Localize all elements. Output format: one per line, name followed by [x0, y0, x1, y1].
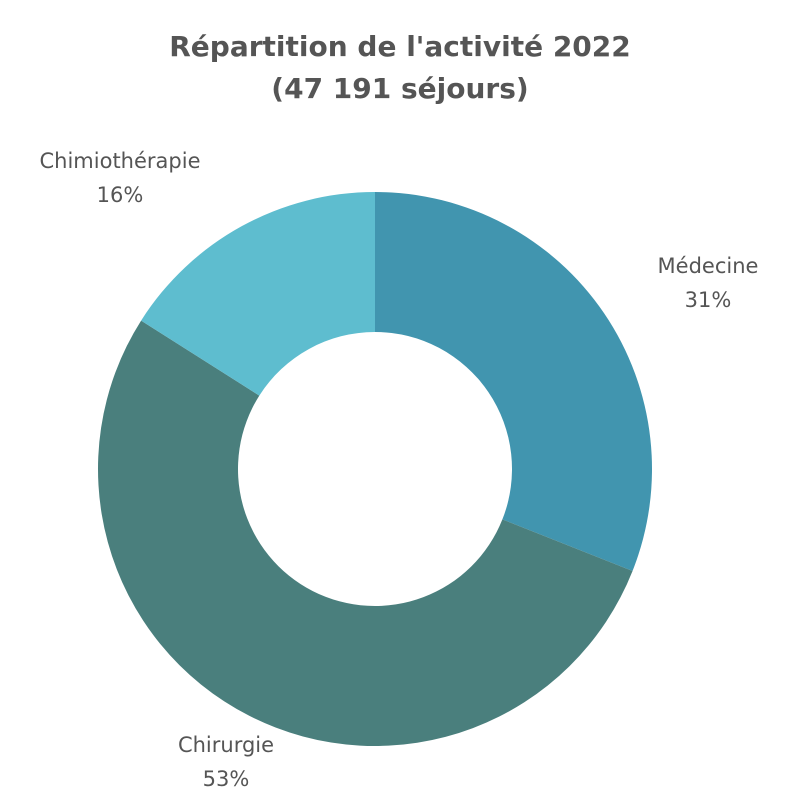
slice-label: Chimiothérapie: [40, 149, 201, 173]
slices-group: [98, 192, 652, 746]
slice-value-label: 53%: [203, 767, 250, 791]
labels-group: Médecine 31% Chirurgie 53% Chimiothérapie 16%: [40, 149, 759, 791]
chart-subtitle: (47 191 séjours): [271, 72, 529, 105]
slice-chirurgie: [98, 320, 633, 746]
chart-title: Répartition de l'activité 2022 (47 191 s…: [0, 26, 800, 110]
slice-value-label: 31%: [685, 288, 732, 312]
slice-medecine: [375, 192, 652, 571]
slice-value-label: 16%: [97, 183, 144, 207]
slice-chimiotherapie: [141, 192, 375, 396]
chart-title-line: Répartition de l'activité 2022: [169, 30, 631, 63]
slice-label: Chirurgie: [178, 733, 274, 757]
slice-label: Médecine: [658, 254, 759, 278]
